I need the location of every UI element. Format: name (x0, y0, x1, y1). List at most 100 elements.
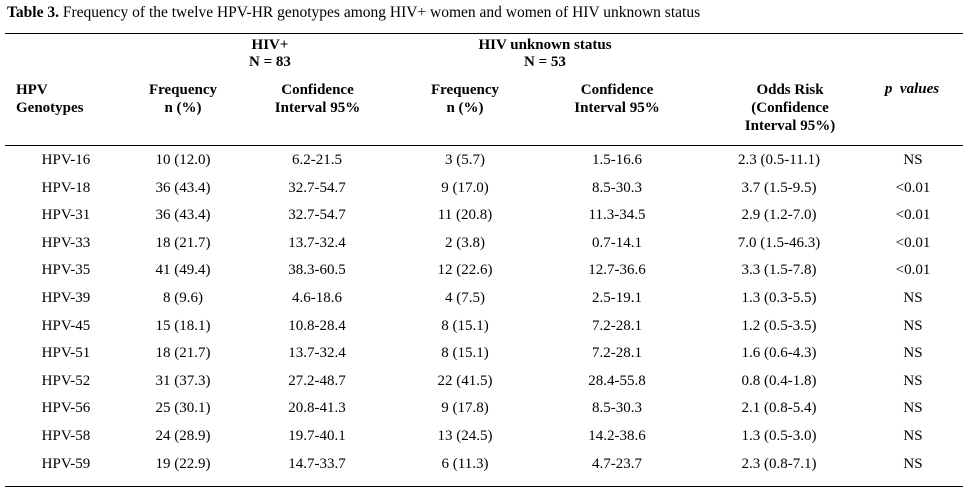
group-header-hiv-unknown: HIV unknown status N = 53 (450, 37, 640, 71)
ci-hiv-positive-cell: 6.2-21.5 (292, 152, 342, 168)
group-n-hiv-positive: N = 83 (249, 54, 291, 70)
p-value-cell: NS (903, 345, 923, 362)
group-title-hiv-positive: HIV+ (251, 37, 289, 53)
ci-hiv-positive-cell: 10.8-28.4 (288, 317, 346, 334)
ci-hiv-unknown-cell: 8.5-30.3 (592, 400, 642, 417)
frequency-hiv-positive-cell: 36 (43.4) (155, 207, 211, 224)
column-header-ci-hiv-unknown-line2: Interval 95% (574, 100, 660, 116)
frequency-hiv-positive-cell: 41 (49.4) (155, 262, 211, 279)
genotype-cell: HPV-35 (41, 262, 91, 279)
column-header-p-values: p values (884, 81, 940, 97)
ci-hiv-unknown-cell: 11.3-34.5 (588, 207, 646, 224)
p-value-cell: <0.01 (895, 207, 931, 224)
frequency-hiv-positive-cell: 25 (30.1) (155, 400, 211, 417)
ci-hiv-positive-cell: 4.6-18.6 (292, 290, 342, 306)
odds-risk-cell: 1.3 (0.3-5.5) (741, 290, 817, 306)
frequency-hiv-unknown-cell: 9 (17.0) (441, 179, 489, 196)
ci-hiv-positive-cell: 19.7-40.1 (288, 428, 346, 444)
frequency-hiv-positive-cell: 15 (18.1) (155, 317, 211, 334)
table-row: HPV-16 10 (12.0) 6.2-21.5 3 (5.7) 1.5-16.6 2.… (0, 147, 969, 174)
p-value-cell: NS (903, 372, 923, 389)
frequency-hiv-unknown-cell: 8 (15.1) (441, 317, 489, 334)
genotype-cell: HPV-33 (41, 234, 91, 251)
ci-hiv-unknown-cell: 0.7-14.1 (592, 234, 642, 251)
column-header-frequency-hiv-positive-line1: Frequency (148, 82, 218, 98)
table-row: HPV-58 24 (28.9) 19.7-40.1 13 (24.5) 14.2-38… (0, 423, 969, 450)
odds-risk-cell: 3.7 (1.5-9.5) (741, 179, 817, 196)
table-row: HPV-31 36 (43.4) 32.7-54.7 11 (20.8) 11.3-34… (0, 202, 969, 229)
genotype-cell: HPV-52 (41, 372, 91, 389)
table-row: HPV-18 36 (43.4) 32.7-54.7 9 (17.0) 8.5-30.3… (0, 175, 969, 202)
ci-hiv-unknown-cell: 28.4-55.8 (588, 372, 646, 389)
genotype-cell: HPV-56 (41, 400, 91, 417)
odds-risk-cell: 2.3 (0.8-7.1) (741, 455, 817, 472)
ci-hiv-unknown-cell: 12.7-36.6 (588, 262, 646, 279)
odds-risk-cell: 1.3 (0.5-3.0) (741, 428, 817, 444)
column-header-genotype-line2: Genotypes (16, 100, 84, 116)
column-header-frequency-hiv-unknown-line1: Frequency (430, 82, 500, 98)
ci-hiv-unknown-cell: 7.2-28.1 (592, 317, 642, 334)
genotype-cell: HPV-16 (41, 152, 91, 168)
table-row: HPV-33 18 (21.7) 13.7-32.4 2 (3.8) 0.7-14.1 7… (0, 230, 969, 257)
frequency-hiv-unknown-cell: 2 (3.8) (445, 234, 485, 251)
ci-hiv-positive-cell: 20.8-41.3 (288, 400, 346, 417)
frequency-hiv-positive-cell: 18 (21.7) (155, 234, 211, 251)
ci-hiv-positive-cell: 38.3-60.5 (288, 262, 346, 279)
odds-risk-cell: 2.9 (1.2-7.0) (741, 207, 817, 224)
ci-hiv-positive-cell: 13.7-32.4 (288, 345, 346, 362)
column-header-ci-hiv-positive-line2: Interval 95% (274, 100, 361, 116)
genotype-cell: HPV-39 (41, 290, 91, 306)
genotype-cell: HPV-45 (41, 317, 91, 334)
genotype-cell: HPV-58 (41, 428, 91, 444)
frequency-hiv-positive-cell: 31 (37.3) (155, 372, 211, 389)
ci-hiv-positive-cell: 27.2-48.7 (288, 372, 346, 389)
frequency-hiv-unknown-cell: 4 (7.5) (445, 290, 485, 306)
column-header-frequency-hiv-positive-line2: n (%) (164, 100, 202, 116)
frequency-hiv-unknown-cell: 9 (17.8) (441, 400, 489, 417)
table-bottom-rule (5, 486, 963, 487)
p-value-cell: NS (903, 290, 923, 306)
odds-risk-cell: 1.2 (0.5-3.5) (741, 317, 817, 334)
p-value-cell: NS (903, 455, 923, 472)
odds-risk-cell: 7.0 (1.5-46.3) (737, 234, 821, 251)
frequency-hiv-unknown-cell: 12 (22.6) (437, 262, 493, 279)
p-value-cell: NS (903, 400, 923, 417)
group-header-hiv-positive: HIV+ N = 83 (210, 37, 330, 71)
ci-hiv-unknown-cell: 8.5-30.3 (592, 179, 642, 196)
column-header-odds-risk: Odds Risk (Confidence Interval 95%) (715, 81, 865, 135)
frequency-hiv-unknown-cell: 8 (15.1) (441, 345, 489, 362)
table-row: HPV-35 41 (49.4) 38.3-60.5 12 (22.6) 12.7-36… (0, 257, 969, 284)
table-header-rule (5, 145, 963, 146)
genotype-cell: HPV-59 (41, 455, 91, 472)
ci-hiv-unknown-cell: 14.2-38.6 (588, 428, 646, 444)
frequency-hiv-positive-cell: 19 (22.9) (155, 455, 211, 472)
column-header-frequency-hiv-unknown: Frequency n (%) (410, 81, 520, 117)
column-header-odds-risk-line2: (Confidence (751, 100, 829, 116)
ci-hiv-unknown-cell: 1.5-16.6 (592, 152, 642, 168)
column-header-frequency-hiv-unknown-line2: n (%) (446, 100, 484, 116)
ci-hiv-positive-cell: 32.7-54.7 (288, 179, 346, 196)
frequency-hiv-unknown-cell: 6 (11.3) (441, 455, 489, 472)
genotype-cell: HPV-31 (41, 207, 91, 224)
table-row: HPV-45 15 (18.1) 10.8-28.4 8 (15.1) 7.2-28.1… (0, 313, 969, 340)
column-header-odds-risk-line3: Interval 95%) (744, 118, 836, 134)
p-value-cell: NS (903, 428, 923, 444)
group-title-hiv-unknown: HIV unknown status (478, 37, 612, 53)
column-header-ci-hiv-positive: Confidence Interval 95% (255, 81, 380, 117)
p-value-cell: NS (903, 152, 923, 168)
table-row: HPV-52 31 (37.3) 27.2-48.7 22 (41.5) 28.4-55… (0, 368, 969, 395)
column-header-genotype: HPV Genotypes (16, 81, 84, 117)
column-header-frequency-hiv-positive: Frequency n (%) (128, 81, 238, 117)
frequency-hiv-unknown-cell: 11 (20.8) (437, 207, 493, 224)
table-caption-label: Table 3. (7, 4, 59, 21)
frequency-hiv-positive-cell: 18 (21.7) (155, 345, 211, 362)
column-header-ci-hiv-unknown-line1: Confidence (580, 82, 654, 98)
p-value-cell: <0.01 (895, 234, 931, 251)
p-value-cell: <0.01 (895, 262, 931, 279)
ci-hiv-positive-cell: 32.7-54.7 (288, 207, 346, 224)
p-value-cell: NS (903, 317, 923, 334)
column-header-ci-hiv-positive-line1: Confidence (281, 82, 354, 98)
table-row: HPV-56 25 (30.1) 20.8-41.3 9 (17.8) 8.5-30.3… (0, 395, 969, 422)
ci-hiv-unknown-cell: 4.7-23.7 (592, 455, 642, 472)
p-value-cell: <0.01 (895, 179, 931, 196)
